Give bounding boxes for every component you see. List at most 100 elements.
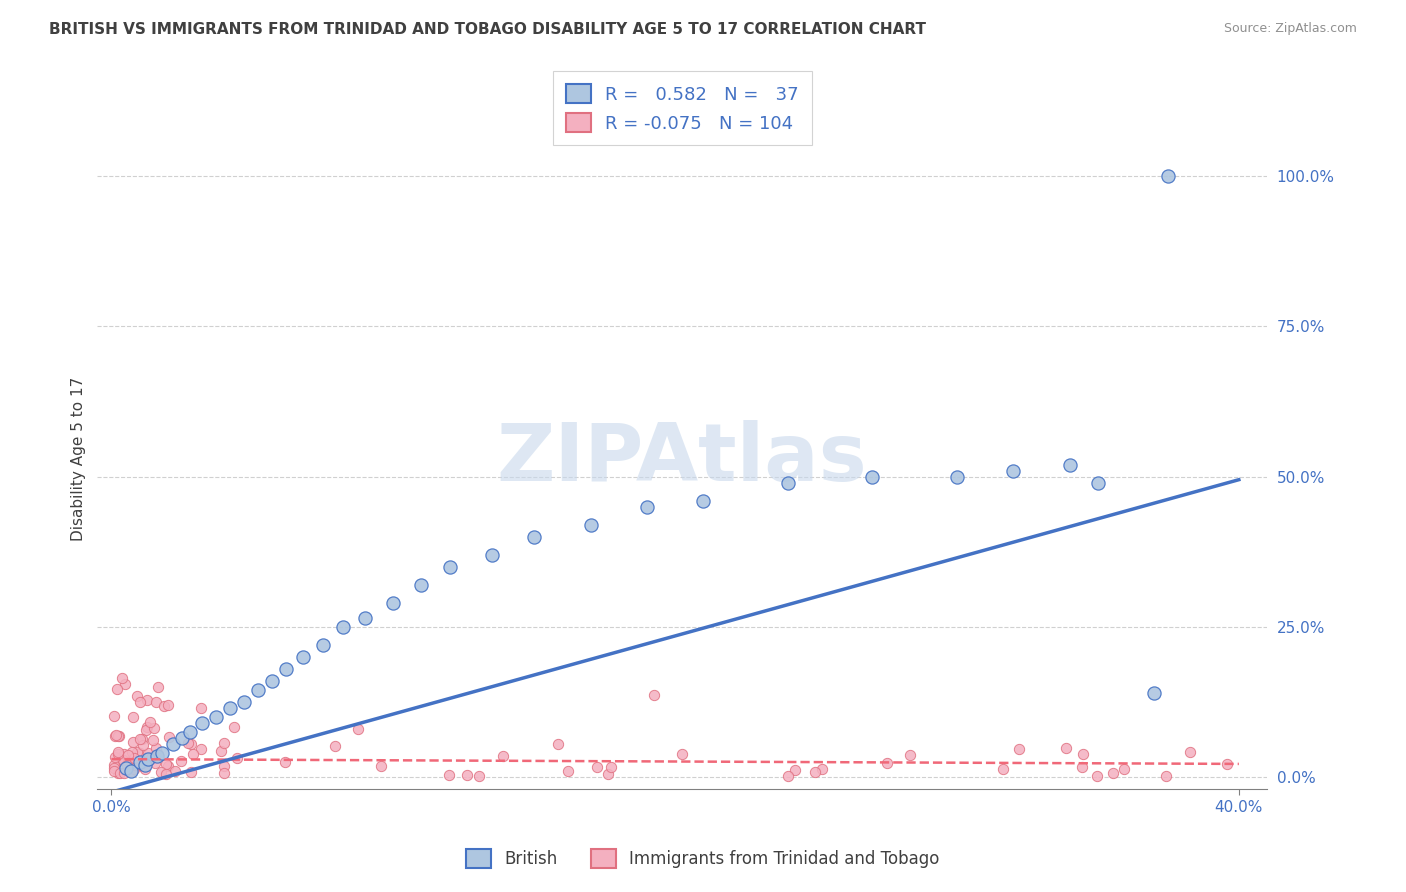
- Point: [110, 671, 132, 685]
- Point: [811, 762, 834, 776]
- Point: [346, 722, 368, 736]
- Point: [439, 559, 461, 574]
- Point: [131, 759, 153, 773]
- Point: [204, 710, 226, 724]
- Point: [232, 695, 254, 709]
- Point: [776, 475, 799, 490]
- Point: [104, 729, 127, 743]
- Point: [145, 749, 167, 764]
- Point: [145, 694, 167, 708]
- Point: [131, 731, 153, 746]
- Point: [778, 768, 800, 782]
- Point: [382, 596, 405, 610]
- Point: [153, 698, 176, 713]
- Point: [190, 716, 212, 731]
- Point: [671, 747, 693, 762]
- Point: [991, 762, 1014, 776]
- Point: [121, 735, 143, 749]
- Point: [145, 741, 167, 756]
- Point: [876, 756, 898, 771]
- Point: [557, 764, 579, 779]
- Point: [117, 758, 139, 772]
- Point: [1070, 760, 1092, 774]
- Point: [179, 725, 201, 739]
- Point: [523, 530, 546, 544]
- Text: BRITISH VS IMMIGRANTS FROM TRINIDAD AND TOBAGO DISABILITY AGE 5 TO 17 CORRELATIO: BRITISH VS IMMIGRANTS FROM TRINIDAD AND …: [49, 22, 927, 37]
- Point: [136, 747, 159, 761]
- Point: [212, 766, 235, 780]
- Point: [165, 764, 187, 778]
- Point: [190, 701, 212, 715]
- Point: [107, 765, 129, 780]
- Point: [783, 764, 806, 778]
- Point: [209, 744, 232, 758]
- Point: [247, 683, 270, 698]
- Point: [146, 680, 169, 694]
- Point: [134, 758, 156, 772]
- Point: [636, 500, 658, 514]
- Point: [107, 729, 129, 743]
- Point: [121, 709, 143, 723]
- Point: [467, 769, 489, 783]
- Point: [180, 738, 202, 752]
- Point: [586, 760, 609, 774]
- Point: [222, 720, 245, 734]
- Point: [411, 578, 433, 592]
- Point: [148, 747, 170, 761]
- Legend: British, Immigrants from Trinidad and Tobago: British, Immigrants from Trinidad and To…: [460, 843, 946, 875]
- Point: [112, 753, 135, 767]
- Point: [598, 766, 620, 780]
- Point: [103, 708, 125, 723]
- Point: [107, 754, 129, 768]
- Point: [170, 731, 193, 745]
- Point: [1008, 742, 1031, 756]
- Point: [162, 737, 184, 751]
- Point: [107, 747, 129, 761]
- Point: [273, 755, 295, 769]
- Point: [1054, 740, 1077, 755]
- Point: [262, 673, 284, 688]
- Point: [124, 763, 146, 777]
- Point: [1114, 762, 1136, 776]
- Point: [136, 752, 159, 766]
- Point: [103, 758, 125, 772]
- Point: [292, 649, 315, 664]
- Point: [437, 768, 460, 782]
- Point: [134, 762, 156, 776]
- Point: [128, 746, 150, 760]
- Point: [155, 766, 177, 780]
- Point: [1157, 169, 1180, 184]
- Point: [124, 758, 146, 772]
- Point: [862, 469, 884, 483]
- Point: [1143, 686, 1166, 700]
- Point: [156, 759, 179, 773]
- Y-axis label: Disability Age 5 to 17: Disability Age 5 to 17: [72, 376, 86, 541]
- Point: [579, 517, 602, 532]
- Point: [218, 701, 240, 715]
- Text: Source: ZipAtlas.com: Source: ZipAtlas.com: [1223, 22, 1357, 36]
- Point: [143, 722, 166, 736]
- Point: [150, 746, 173, 760]
- Point: [170, 754, 193, 768]
- Point: [107, 745, 129, 759]
- Point: [129, 695, 152, 709]
- Point: [149, 764, 172, 779]
- Point: [128, 755, 150, 769]
- Point: [112, 766, 135, 780]
- Point: [114, 677, 136, 691]
- Point: [276, 662, 298, 676]
- Point: [108, 730, 131, 744]
- Point: [104, 749, 127, 764]
- Point: [114, 761, 136, 775]
- Point: [1071, 747, 1094, 761]
- Point: [120, 764, 142, 778]
- Point: [155, 756, 177, 771]
- Point: [946, 469, 969, 483]
- Point: [156, 698, 179, 712]
- Point: [132, 739, 155, 753]
- Point: [136, 693, 159, 707]
- Point: [190, 742, 212, 756]
- Point: [128, 731, 150, 746]
- Point: [120, 764, 142, 778]
- Point: [1216, 756, 1239, 771]
